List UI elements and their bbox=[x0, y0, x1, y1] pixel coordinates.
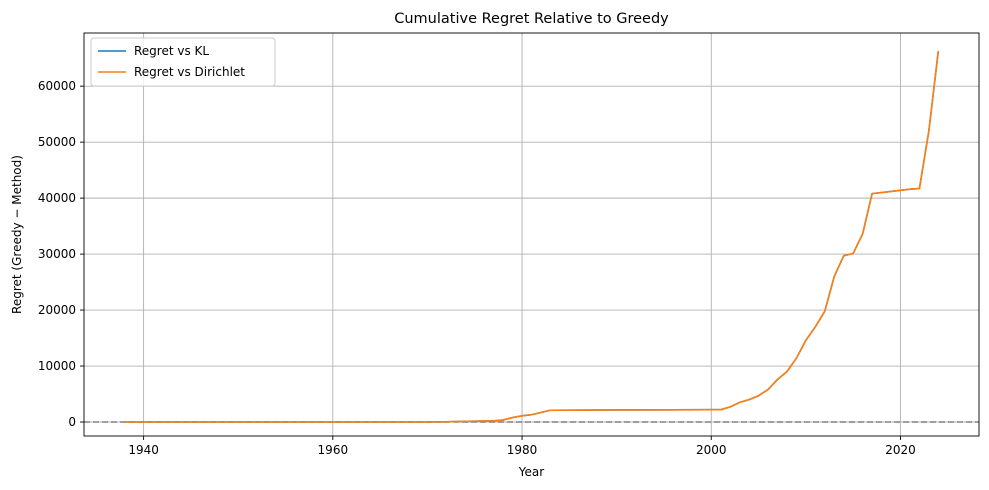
y-tick-label: 10000 bbox=[38, 359, 76, 373]
y-tick-label: 50000 bbox=[38, 135, 76, 149]
y-tick-label: 60000 bbox=[38, 79, 76, 93]
x-tick-label: 1940 bbox=[128, 443, 159, 457]
x-tick-label: 2020 bbox=[885, 443, 916, 457]
series-line-regret-vs-dirichlet bbox=[124, 50, 940, 423]
y-tick-label: 30000 bbox=[38, 247, 76, 261]
series-lines bbox=[124, 50, 940, 423]
x-tick-label: 1960 bbox=[318, 443, 349, 457]
chart-title: Cumulative Regret Relative to Greedy bbox=[394, 11, 669, 27]
legend: Regret vs KL Regret vs Dirichlet bbox=[90, 37, 276, 87]
y-tick-label: 0 bbox=[68, 415, 76, 429]
y-tick-label: 40000 bbox=[38, 191, 76, 205]
grid bbox=[84, 33, 979, 436]
y-tick-label: 20000 bbox=[38, 303, 76, 317]
legend-box bbox=[90, 37, 276, 87]
y-axis-ticks: 0 10000 20000 30000 40000 50000 60000 bbox=[38, 79, 84, 429]
x-axis-ticks: 1940 1960 1980 2000 2020 bbox=[128, 436, 916, 457]
legend-label-regret-vs-kl: Regret vs KL bbox=[134, 44, 209, 58]
y-axis-label: Regret (Greedy − Method) bbox=[10, 155, 24, 314]
x-axis-label: Year bbox=[518, 465, 544, 479]
x-tick-label: 2000 bbox=[696, 443, 727, 457]
x-tick-label: 1980 bbox=[507, 443, 538, 457]
legend-label-regret-vs-dirichlet: Regret vs Dirichlet bbox=[134, 65, 245, 79]
plot-frame bbox=[83, 32, 980, 437]
